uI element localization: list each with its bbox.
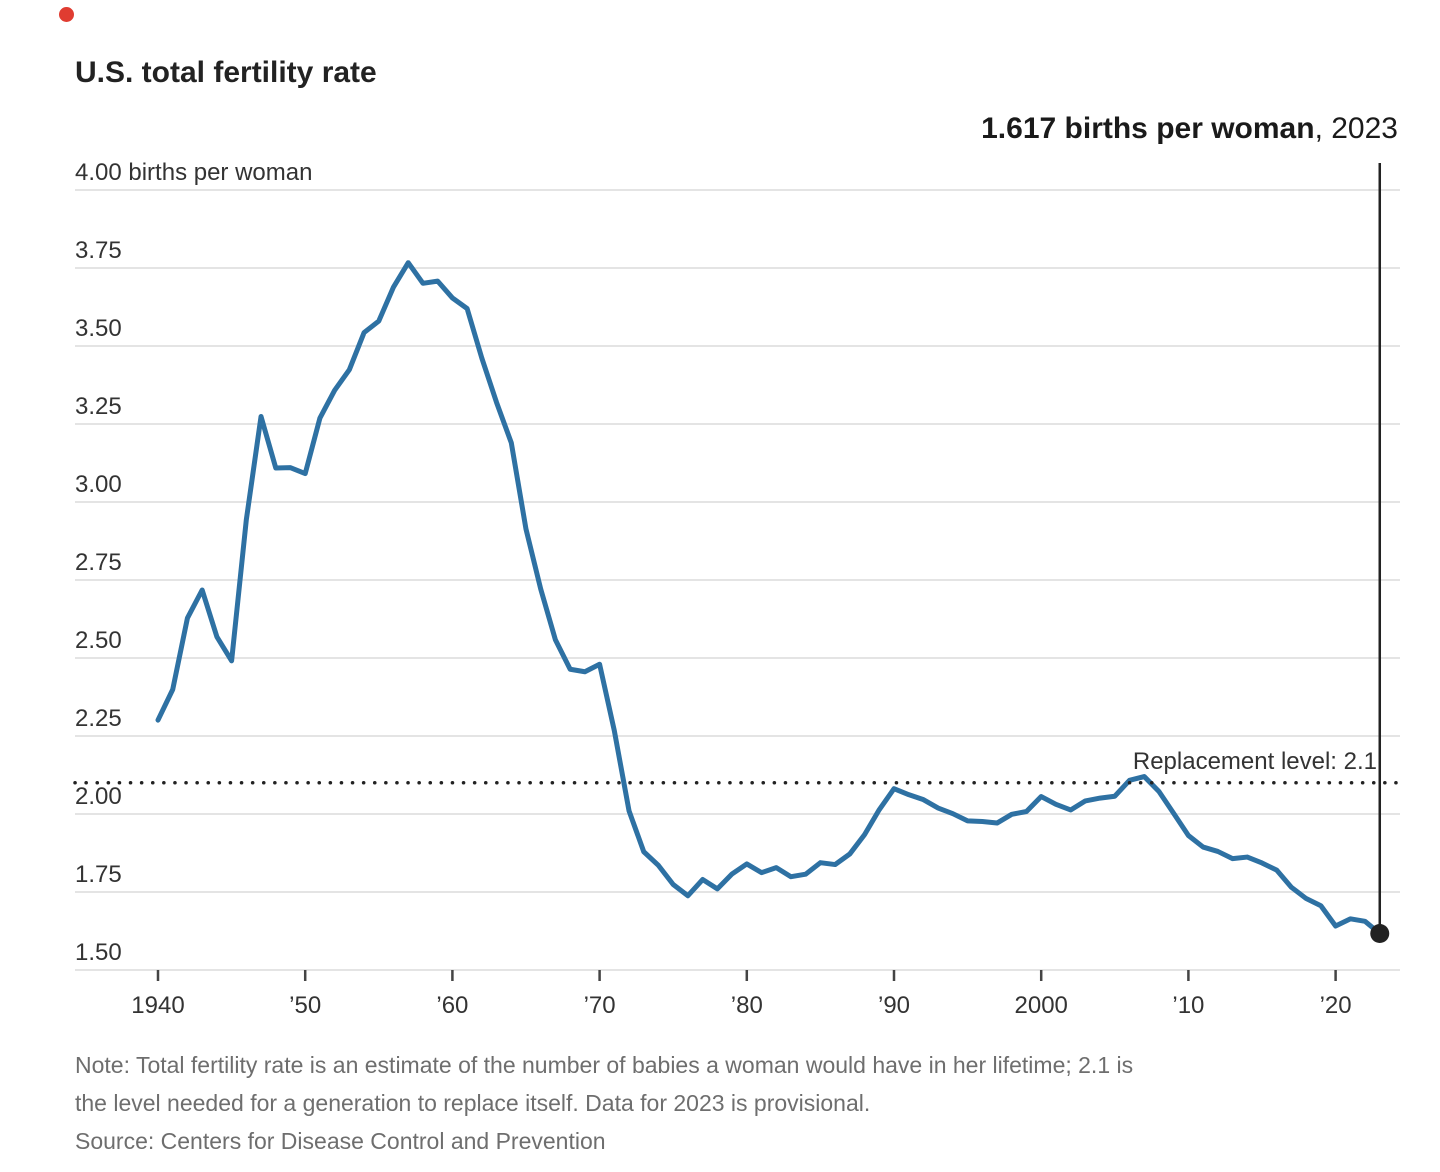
- x-tick-label: 2000: [1015, 992, 1068, 1019]
- y-tick-label: 3.25: [75, 393, 122, 420]
- y-tick-label: 3.00: [75, 471, 122, 498]
- x-tick-label: ’10: [1172, 992, 1204, 1019]
- x-tick-label: ’20: [1320, 992, 1352, 1019]
- latest-value-year: , 2023: [1314, 112, 1398, 145]
- y-tick-label: 4.00 births per woman: [75, 159, 312, 186]
- x-tick-label: ’50: [289, 992, 321, 1019]
- latest-value-label: 1.617 births per woman: [981, 112, 1315, 145]
- red-dot-indicator: [59, 7, 74, 22]
- y-tick-label: 3.50: [75, 315, 122, 342]
- y-tick-label: 2.25: [75, 705, 122, 732]
- source-line: Source: Centers for Disease Control and …: [75, 1128, 606, 1154]
- endpoint-dot: [1370, 923, 1390, 943]
- y-tick-label: 3.75: [75, 237, 122, 264]
- y-tick-label: 1.50: [75, 939, 122, 966]
- fertility-line: [155, 260, 1383, 936]
- x-tick-label: ’90: [878, 992, 910, 1019]
- chart-title: U.S. total fertility rate: [75, 56, 377, 89]
- y-tick-label: 1.75: [75, 861, 122, 888]
- y-tick-label: 2.75: [75, 549, 122, 576]
- x-tick-label: ’70: [584, 992, 616, 1019]
- note-line-2: the level needed for a generation to rep…: [75, 1090, 871, 1116]
- chart-footnotes: Note: Total fertility rate is an estimat…: [75, 1046, 1133, 1160]
- x-tick-label: ’80: [731, 992, 763, 1019]
- latest-value-annotation: 1.617 births per woman, 2023: [981, 112, 1398, 146]
- y-tick-label: 2.00: [75, 783, 122, 810]
- x-tick-label: 1940: [131, 992, 184, 1019]
- y-tick-label: 2.50: [75, 627, 122, 654]
- replacement-level-label: Replacement level: 2.1: [1133, 748, 1377, 775]
- x-tick-label: ’60: [436, 992, 468, 1019]
- note-line-1: Note: Total fertility rate is an estimat…: [75, 1052, 1134, 1078]
